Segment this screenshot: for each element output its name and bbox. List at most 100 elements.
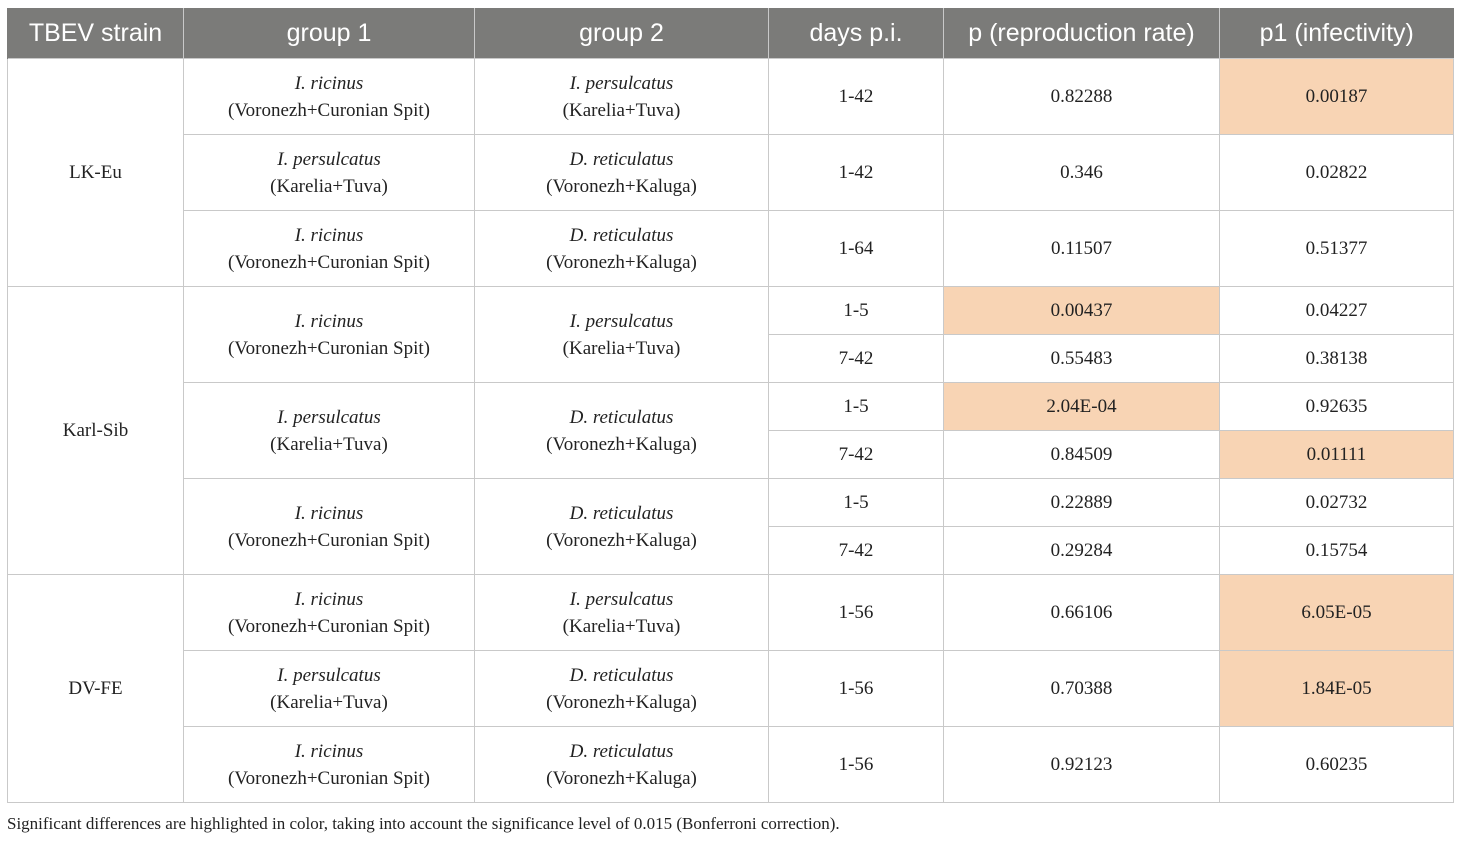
days-cell: 1-42 (768, 58, 944, 135)
locations: (Voronezh+Curonian Spit) (228, 767, 430, 789)
col-header-p1: p1 (infectivity) (1219, 8, 1454, 59)
group2-cell: D. reticulatus (Voronezh+Kaluga) (474, 478, 769, 575)
p-value-cell: 0.66106 (943, 574, 1220, 651)
group1-cell: I. ricinus (Voronezh+Curonian Spit) (183, 726, 475, 803)
p-value-cell: 0.346 (943, 134, 1220, 211)
species-name: I. persulcatus (569, 310, 674, 332)
p1-value-cell: 6.05E-05 (1219, 574, 1454, 651)
group1-cell: I. ricinus (Voronezh+Curonian Spit) (183, 478, 475, 575)
locations: (Voronezh+Curonian Spit) (228, 529, 430, 551)
days-cell: 7-42 (768, 526, 944, 575)
header-row: TBEV strain group 1 group 2 days p.i. p … (7, 8, 1454, 59)
table-row: 7-42 0.29284 0.15754 (8, 526, 1454, 575)
locations: (Karelia+Tuva) (270, 433, 388, 455)
footnote: Significant differences are highlighted … (7, 814, 840, 833)
group1-cell: I. ricinus (Voronezh+Curonian Spit) (183, 210, 475, 287)
group1-cell: I. ricinus (Voronezh+Curonian Spit) (183, 286, 475, 383)
p-value-cell: 0.00437 (943, 286, 1220, 335)
species-name: D. reticulatus (569, 502, 674, 524)
p1-value-cell: 0.01111 (1219, 430, 1454, 479)
locations: (Voronezh+Kaluga) (546, 767, 697, 789)
species-name: I. persulcatus (569, 72, 674, 94)
group2-cell: I. persulcatus (Karelia+Tuva) (474, 58, 769, 135)
p-value-cell: 0.84509 (943, 430, 1220, 479)
locations: (Voronezh+Curonian Spit) (228, 251, 430, 273)
group2-cell: D. reticulatus (Voronezh+Kaluga) (474, 134, 769, 211)
locations: (Voronezh+Kaluga) (546, 529, 697, 551)
table-row: I. persulcatus (Karelia+Tuva) D. reticulat… (8, 650, 1454, 727)
p1-value-cell: 1.84E-05 (1219, 650, 1454, 727)
group1-cell: I. persulcatus (Karelia+Tuva) (183, 382, 475, 479)
col-header-days: days p.i. (768, 8, 944, 59)
table-body: LK-Eu I. ricinus (Voronezh+Curonian Spit) I… (7, 58, 1454, 803)
col-header-p: p (reproduction rate) (943, 8, 1220, 59)
table-header: TBEV strain group 1 group 2 days p.i. p … (7, 8, 1454, 59)
days-cell: 1-56 (768, 726, 944, 803)
group2-cell: D. reticulatus (Voronezh+Kaluga) (474, 650, 769, 727)
days-cell: 1-56 (768, 650, 944, 727)
table-row: 7-42 0.84509 0.01111 (8, 430, 1454, 479)
species-name: D. reticulatus (569, 148, 674, 170)
species-name: D. reticulatus (569, 224, 674, 246)
locations: (Voronezh+Kaluga) (546, 691, 697, 713)
col-header-group1: group 1 (183, 8, 475, 59)
days-cell: 1-42 (768, 134, 944, 211)
days-cell: 1-5 (768, 382, 944, 431)
species-name: D. reticulatus (569, 406, 674, 428)
p-value-cell: 0.29284 (943, 526, 1220, 575)
p-value-cell: 0.55483 (943, 334, 1220, 383)
table-row: I. persulcatus (Karelia+Tuva) D. reticulat… (8, 382, 1454, 479)
table-row: LK-Eu I. ricinus (Voronezh+Curonian Spit) I… (7, 58, 1454, 287)
table-row: Karl-Sib I. ricinus (Voronezh+Curonian Spi… (7, 286, 1454, 575)
p1-value-cell: 0.00187 (1219, 58, 1454, 135)
strain-cell: LK-Eu (7, 58, 184, 287)
p1-value-cell: 0.02822 (1219, 134, 1454, 211)
species-name: D. reticulatus (569, 740, 674, 762)
locations: (Voronezh+Curonian Spit) (228, 615, 430, 637)
table-row: DV-FE I. ricinus (Voronezh+Curonian Spit) I… (7, 574, 1454, 803)
group1-cell: I. persulcatus (Karelia+Tuva) (183, 134, 475, 211)
days-cell: 1-5 (768, 478, 944, 527)
locations: (Karelia+Tuva) (562, 99, 681, 121)
table-row: I. ricinus (Voronezh+Curonian Spit) D. ret… (8, 478, 1454, 575)
group1-cell: I. persulcatus (Karelia+Tuva) (183, 650, 475, 727)
table-row: I. persulcatus (Karelia+Tuva) D. reticulat… (8, 134, 1454, 211)
locations: (Karelia+Tuva) (270, 175, 388, 197)
table-row: I. ricinus (Voronezh+Curonian Spit) D. ret… (8, 726, 1454, 803)
locations: (Karelia+Tuva) (270, 691, 388, 713)
col-header-group2: group 2 (474, 8, 769, 59)
species-name: I. ricinus (294, 502, 364, 524)
days-cell: 1-56 (768, 574, 944, 651)
strain-cell: Karl-Sib (7, 286, 184, 575)
p-value-cell: 0.11507 (943, 210, 1220, 287)
species-name: I. ricinus (294, 310, 364, 332)
p-value-cell: 0.70388 (943, 650, 1220, 727)
p-value-cell: 0.82288 (943, 58, 1220, 135)
days-cell: 1-5 (768, 286, 944, 335)
col-header-strain: TBEV strain (7, 8, 184, 59)
species-name: I. ricinus (294, 588, 364, 610)
p-value-cell: 2.04E-04 (943, 382, 1220, 431)
species-name: D. reticulatus (569, 664, 674, 686)
locations: (Voronezh+Curonian Spit) (228, 337, 430, 359)
results-table: TBEV strain group 1 group 2 days p.i. p … (7, 8, 1454, 803)
locations: (Voronezh+Kaluga) (546, 251, 697, 273)
species-name: I. persulcatus (569, 588, 674, 610)
species-name: I. ricinus (294, 224, 364, 246)
p-value-cell: 0.92123 (943, 726, 1220, 803)
species-name: I. persulcatus (277, 406, 381, 428)
days-cell: 7-42 (768, 334, 944, 383)
p1-value-cell: 0.15754 (1219, 526, 1454, 575)
group1-cell: I. ricinus (Voronezh+Curonian Spit) (183, 574, 475, 651)
group2-cell: D. reticulatus (Voronezh+Kaluga) (474, 382, 769, 479)
table-row: 7-42 0.55483 0.38138 (8, 334, 1454, 383)
p1-value-cell: 0.02732 (1219, 478, 1454, 527)
locations: (Voronezh+Kaluga) (546, 433, 697, 455)
group2-cell: I. persulcatus (Karelia+Tuva) (474, 286, 769, 383)
table-row: I. ricinus (Voronezh+Curonian Spit) D. ret… (8, 210, 1454, 287)
locations: (Voronezh+Kaluga) (546, 175, 697, 197)
group2-cell: I. persulcatus (Karelia+Tuva) (474, 574, 769, 651)
days-cell: 1-64 (768, 210, 944, 287)
p1-value-cell: 0.04227 (1219, 286, 1454, 335)
strain-cell: DV-FE (7, 574, 184, 803)
